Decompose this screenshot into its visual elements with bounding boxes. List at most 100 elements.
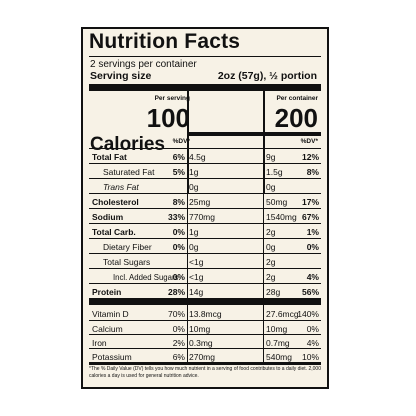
dv-serving: 0% — [172, 227, 185, 237]
thick-divider-bottom — [89, 298, 321, 305]
column-divider-2-lower — [263, 148, 264, 362]
nutrient-name: Total Carb. — [92, 227, 136, 237]
amount-serving: 1g — [189, 227, 199, 237]
calories-divider — [189, 132, 321, 136]
per-container-header: Per container — [276, 95, 318, 102]
serving-size-label: Serving size — [90, 70, 152, 82]
amount-container: 0.7mg — [266, 338, 290, 348]
calories-per-serving: 100 — [146, 103, 190, 133]
dv-serving: 28% — [167, 287, 185, 297]
row-added-sugars: Incl. Added Sugars <1g 0% 2g 4% — [89, 268, 321, 284]
row-iron: Iron 0.3mg 2% 0.7mg 4% — [89, 334, 321, 350]
amount-serving: 4.5g — [189, 152, 206, 162]
row-sodium: Sodium 770mg 33% 1540mg 67% — [89, 208, 321, 224]
amount-serving: 0g — [189, 242, 199, 252]
nutrient-name: Dietary Fiber — [103, 242, 152, 252]
dv-container: 0% — [306, 324, 319, 334]
amount-serving: 1g — [189, 167, 199, 177]
nutrient-name: Incl. Added Sugars — [113, 272, 179, 282]
dv-container: 67% — [301, 212, 319, 222]
row-cholesterol: Cholesterol 25mg 8% 50mg 17% — [89, 193, 321, 209]
serving-size-value: 2oz (57g), ½ portion — [217, 70, 317, 82]
thick-divider-top — [89, 84, 321, 91]
dv-container: 17% — [301, 197, 319, 207]
row-calcium: Calcium 10mg 0% 10mg 0% — [89, 320, 321, 336]
label-title: Nutrition Facts — [89, 30, 241, 53]
dv-serving: 0% — [172, 324, 185, 334]
amount-serving: 0g — [189, 182, 199, 192]
row-protein: Protein 14g 28% 28g 56% — [89, 283, 321, 299]
servings-per-container: 2 servings per container — [90, 59, 197, 70]
per-serving-header: Per serving — [154, 95, 190, 102]
amount-serving: 770mg — [189, 212, 215, 222]
dv-serving: 6% — [172, 352, 185, 362]
dv-container: 12% — [301, 152, 319, 162]
amount-container: 1540mg — [266, 212, 297, 222]
nutrient-name: Sodium — [92, 212, 124, 222]
amount-serving: <1g — [189, 272, 204, 282]
row-dietary-fiber: Dietary Fiber 0g 0% 0g 0% — [89, 238, 321, 254]
column-divider-1 — [187, 91, 189, 193]
calories-label: Calories — [90, 134, 165, 155]
dv-serving: 0% — [172, 272, 185, 282]
footnote-divider — [89, 362, 321, 365]
nutrient-name: Total Fat — [92, 152, 127, 162]
dv-serving: 5% — [172, 167, 185, 177]
dv-container: 0% — [306, 242, 319, 252]
amount-container: 2g — [266, 257, 276, 267]
nutrient-name: Vitamin D — [92, 309, 129, 319]
row-saturated-fat: Saturated Fat 1g 5% 1.5g 8% — [89, 163, 321, 179]
dv-container: 4% — [306, 338, 319, 348]
nutrition-facts-label: Nutrition Facts 2 servings per container… — [81, 27, 329, 389]
row-total-carb: Total Carb. 1g 0% 2g 1% — [89, 223, 321, 239]
amount-container: 28g — [266, 287, 281, 297]
dv-serving: 70% — [167, 309, 185, 319]
dv-header-container: %DV* — [300, 138, 318, 145]
nutrient-name: Calcium — [92, 324, 123, 334]
nutrient-name: Cholesterol — [92, 197, 139, 207]
amount-serving: 25mg — [189, 197, 211, 207]
nutrient-name: Saturated Fat — [103, 167, 155, 177]
amount-serving: 270mg — [189, 352, 215, 362]
dv-header-serving: %DV* — [172, 138, 190, 145]
amount-container: 1.5g — [266, 167, 283, 177]
dv-serving: 8% — [172, 197, 185, 207]
amount-container: 2g — [266, 227, 276, 237]
amount-container: 50mg — [266, 197, 288, 207]
amount-container: 540mg — [266, 352, 292, 362]
amount-serving: 14g — [189, 287, 204, 297]
amount-container: 10mg — [266, 324, 288, 334]
nutrient-name: Iron — [92, 338, 107, 348]
amount-serving: 13.8mcg — [189, 309, 222, 319]
dv-serving: 2% — [172, 338, 185, 348]
row-total-sugars: Total Sugars <1g 2g — [89, 253, 321, 269]
amount-container: 27.6mcg — [266, 309, 299, 319]
dv-container: 4% — [306, 272, 319, 282]
amount-container: 0g — [266, 242, 276, 252]
dv-serving: 33% — [167, 212, 185, 222]
nutrient-name: Total Sugars — [103, 257, 151, 267]
row-vitamin-d: Vitamin D 13.8mcg 70% 27.6mcg 140% — [89, 306, 321, 321]
dv-container: 56% — [301, 287, 319, 297]
column-divider-1-lower — [187, 148, 188, 362]
dv-serving: 0% — [172, 242, 185, 252]
dv-container: 8% — [306, 167, 319, 177]
amount-serving: 10mg — [189, 324, 211, 334]
amount-serving: 0.3mg — [189, 338, 213, 348]
nutrient-name: Protein — [92, 287, 122, 297]
calories-per-container: 200 — [274, 103, 318, 133]
dv-serving: 6% — [172, 152, 185, 162]
row-potassium: Potassium 270mg 6% 540mg 10% — [89, 348, 321, 364]
amount-container: 2g — [266, 272, 276, 282]
nutrient-name: Potassium — [92, 352, 132, 362]
nutrient-name: Trans Fat — [103, 182, 139, 192]
amount-container: 9g — [266, 152, 276, 162]
column-divider-2 — [263, 91, 265, 193]
amount-container: 0g — [266, 182, 276, 192]
title-divider — [89, 56, 321, 57]
footnote: *The % Daily Value (DV) tells you how mu… — [89, 366, 321, 379]
dv-container: 140% — [297, 309, 319, 319]
dv-container: 1% — [306, 227, 319, 237]
row-total-fat: Total Fat 4.5g 6% 9g 12% — [89, 148, 321, 164]
row-trans-fat: Trans Fat 0g 0g — [89, 178, 321, 194]
